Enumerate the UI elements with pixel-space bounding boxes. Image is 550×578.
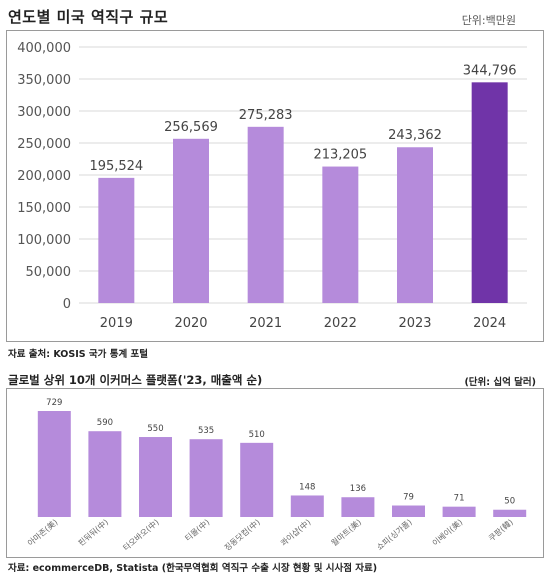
x-tick-label: 2024 bbox=[473, 316, 506, 331]
bar bbox=[493, 509, 527, 517]
data-label: 510 bbox=[249, 430, 265, 440]
y-tick-label: 400,000 bbox=[17, 41, 71, 56]
data-label: 79 bbox=[403, 493, 414, 503]
x-tick-label: 쇼피(싱가폴) bbox=[374, 517, 413, 552]
y-tick-label: 350,000 bbox=[17, 73, 71, 88]
bar bbox=[471, 82, 508, 303]
data-label: 590 bbox=[97, 418, 113, 428]
x-tick-label: 2019 bbox=[100, 316, 133, 331]
chart1-unit: 단위:백만원 bbox=[461, 14, 516, 27]
data-label: 275,283 bbox=[239, 108, 293, 123]
chart2-frame: 729 아마존(美) 590 핀둬둬(中) 550 타오바오(中) 535 티몰(中) 510 징… bbox=[6, 388, 544, 558]
x-tick-label: 아마존(美) bbox=[25, 517, 59, 548]
bar bbox=[88, 431, 122, 517]
y-tick-label: 100,000 bbox=[17, 233, 71, 248]
data-label: 535 bbox=[198, 426, 214, 436]
data-label: 50 bbox=[504, 497, 515, 507]
chart2-title: 글로벌 상위 10개 이커머스 플랫폼('23, 매출액 순) bbox=[8, 373, 263, 387]
bar bbox=[98, 177, 135, 303]
x-tick-label: 2023 bbox=[398, 316, 431, 331]
x-tick-label: 월마트(美) bbox=[329, 517, 363, 548]
bar bbox=[173, 138, 209, 303]
data-label: 550 bbox=[147, 424, 163, 434]
chart1-title: 연도별 미국 역직구 규모 bbox=[8, 8, 169, 26]
data-label: 195,524 bbox=[89, 159, 143, 174]
bar bbox=[442, 506, 476, 517]
x-tick-label: 징동닷컴(中) bbox=[222, 517, 262, 553]
y-tick-label: 250,000 bbox=[17, 137, 71, 152]
bar bbox=[290, 495, 324, 517]
chart2-source: 자료: ecommerceDB, Statista (한국무역협회 역직구 수출… bbox=[8, 563, 378, 574]
bar bbox=[139, 437, 172, 517]
data-label: 243,362 bbox=[388, 128, 442, 143]
chart1-source: 자료 출처: KOSIS 국가 통계 포털 bbox=[8, 349, 148, 360]
x-tick-label: 2020 bbox=[174, 316, 207, 331]
bar bbox=[189, 439, 223, 517]
data-label: 148 bbox=[299, 482, 315, 492]
y-tick-label: 150,000 bbox=[17, 201, 71, 216]
bar bbox=[37, 411, 71, 517]
bar bbox=[341, 497, 375, 517]
data-label: 213,205 bbox=[313, 148, 367, 163]
x-tick-label: 2021 bbox=[249, 316, 282, 331]
x-tick-label: 이베이(美) bbox=[430, 517, 464, 548]
bar bbox=[247, 126, 284, 303]
bar bbox=[397, 147, 433, 303]
x-tick-label: 타오바오(中) bbox=[121, 517, 161, 553]
data-label: 256,569 bbox=[164, 120, 218, 135]
x-tick-label: 티몰(中) bbox=[183, 517, 212, 543]
y-tick-label: 0 bbox=[63, 297, 71, 312]
chart1-frame: 0 50,000 100,000 150,000 200,000 250,000 300,0… bbox=[6, 30, 544, 342]
x-tick-label: 2022 bbox=[324, 316, 357, 331]
data-label: 71 bbox=[454, 494, 465, 504]
y-tick-label: 50,000 bbox=[26, 265, 72, 280]
bar bbox=[392, 505, 425, 517]
x-tick-label: 핀둬둬(中) bbox=[76, 517, 110, 548]
x-tick-label: 쿠팡(韓) bbox=[486, 517, 515, 543]
bar bbox=[322, 166, 359, 303]
y-tick-label: 200,000 bbox=[17, 169, 71, 184]
chart2-svg: 729 아마존(美) 590 핀둬둬(中) 550 타오바오(中) 535 티몰(中) 510 징… bbox=[25, 398, 527, 553]
x-tick-label: 콰이샵(中) bbox=[278, 517, 312, 548]
chart1-svg: 0 50,000 100,000 150,000 200,000 250,000 300,0… bbox=[17, 41, 527, 331]
bar bbox=[240, 442, 274, 517]
chart2-unit: (단위: 십억 달러) bbox=[464, 377, 536, 388]
data-label: 136 bbox=[350, 484, 366, 494]
data-label: 344,796 bbox=[463, 63, 517, 78]
y-tick-label: 300,000 bbox=[17, 105, 71, 120]
data-label: 729 bbox=[46, 398, 62, 408]
